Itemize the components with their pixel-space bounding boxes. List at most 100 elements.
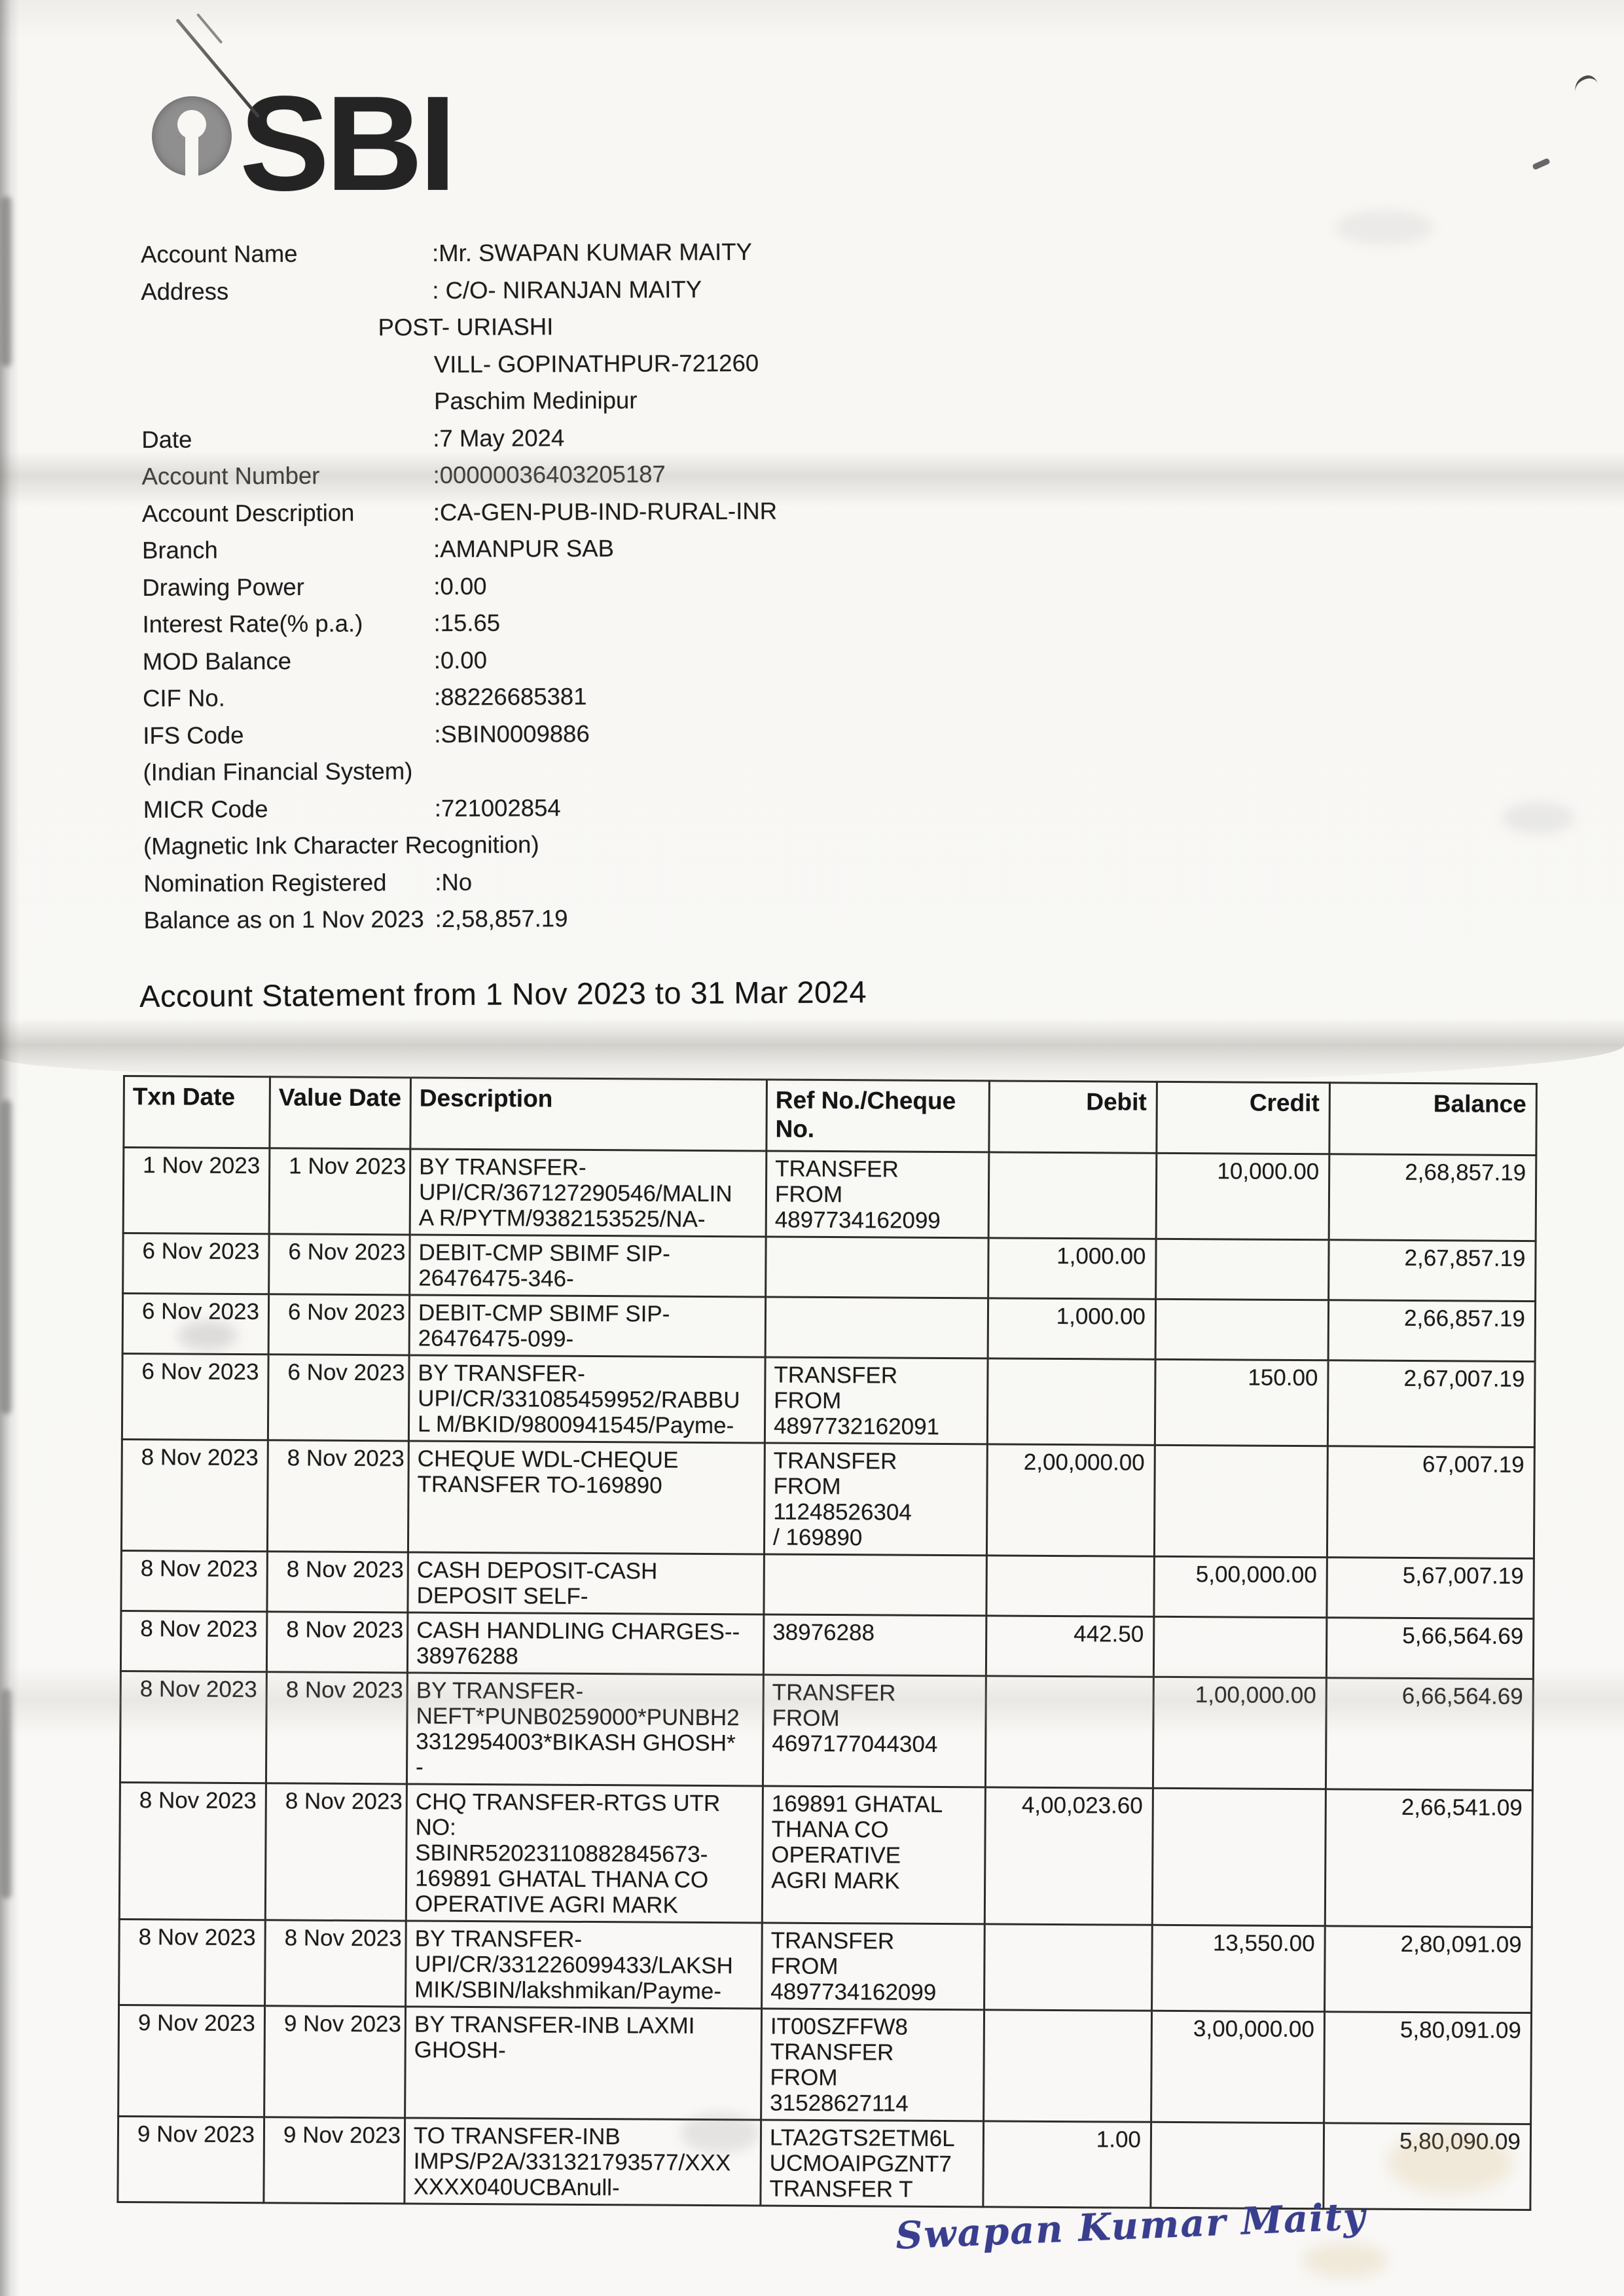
- cell-description: BY TRANSFER- UPI/CR/331085459952/RABBU L…: [408, 1355, 766, 1443]
- cell-value_date: 8 Nov 2023: [264, 1920, 406, 2007]
- cell-value_date: 1 Nov 2023: [269, 1148, 410, 1235]
- sbi-logo-text: SBI: [240, 68, 456, 219]
- cell-credit: 150.00: [1155, 1359, 1329, 1446]
- cell-credit: 5,00,000.00: [1153, 1556, 1327, 1618]
- cell-ref: TRANSFER FROM 4897734162099: [761, 1922, 985, 2010]
- info-value: :2,58,857.19: [435, 905, 568, 933]
- cell-txn_date: 6 Nov 2023: [122, 1293, 269, 1355]
- cell-debit: [987, 1358, 1156, 1446]
- cell-balance: 6,66,564.69: [1326, 1677, 1534, 1791]
- account-info-row: Interest Rate(% p.a.):15.65: [142, 606, 1255, 648]
- cell-ref: IT00SZFFW8 TRANSFER FROM 31528627114: [761, 2008, 984, 2121]
- column-header-description: Description: [410, 1077, 767, 1151]
- transaction-row: 8 Nov 2023 8 Nov 2023 CHQ TRANSFER-RTGS UT…: [119, 1782, 1533, 1927]
- cell-credit: 10,000.00: [1156, 1153, 1329, 1240]
- info-label: IFS Code: [143, 721, 244, 749]
- cell-debit: 442.50: [986, 1615, 1154, 1677]
- ink-mark: [1572, 73, 1599, 93]
- cell-ref: [763, 1554, 987, 1616]
- column-header-debit: Debit: [988, 1080, 1157, 1154]
- account-info-row: Date:7 May 2024: [141, 421, 1254, 463]
- info-label: Account Name: [141, 240, 298, 268]
- cell-value_date: 6 Nov 2023: [268, 1233, 410, 1295]
- transaction-row: 8 Nov 2023 8 Nov 2023 BY TRANSFER- NEFT*PU…: [120, 1671, 1534, 1791]
- cell-ref: 169891 GHATAL THANA CO OPERATIVE AGRI MA…: [762, 1785, 986, 1924]
- info-label: CIF No.: [142, 684, 225, 712]
- cell-value_date: 8 Nov 2023: [265, 1783, 407, 1921]
- cell-ref: [765, 1296, 988, 1358]
- scanner-edge-blob: [1, 1100, 12, 1414]
- statement-title: Account Statement from 1 Nov 2023 to 31 …: [139, 974, 867, 1013]
- account-info-row: Nomination Registered:No: [143, 865, 1256, 907]
- column-header-value-date: Value Date: [269, 1076, 411, 1149]
- info-label: [141, 314, 378, 352]
- transactions-table-wrap: Txn Date Value Date Description Ref No./Che…: [117, 1075, 1538, 2211]
- account-info-row: VILL- GOPINATHPUR-721260: [141, 347, 1254, 389]
- paper-crease: [0, 1019, 1624, 1084]
- cell-credit: [1153, 1616, 1327, 1678]
- cell-value_date: 8 Nov 2023: [266, 1671, 408, 1784]
- cell-ref: 38976288: [763, 1614, 986, 1676]
- cell-debit: [985, 1675, 1154, 1789]
- table-header-row: Txn Date Value Date Description Ref No./Che…: [123, 1076, 1537, 1156]
- cell-description: CASH HANDLING CHARGES-- 38976288: [407, 1612, 764, 1675]
- info-label: Balance as on 1 Nov 2023: [143, 905, 424, 934]
- cell-value_date: 9 Nov 2023: [263, 2117, 405, 2204]
- cell-debit: 1.00: [983, 2121, 1151, 2208]
- cell-balance: 2,67,857.19: [1328, 1239, 1536, 1302]
- cell-txn_date: 8 Nov 2023: [120, 1611, 267, 1672]
- account-info-row: MOD Balance:0.00: [143, 643, 1255, 685]
- cell-balance: 2,67,007.19: [1327, 1360, 1536, 1448]
- cell-description: BY TRANSFER- NEFT*PUNB0259000*PUNBH2 331…: [406, 1672, 764, 1786]
- cell-description: BY TRANSFER- UPI/CR/367127290546/MALIN A…: [410, 1148, 767, 1237]
- account-info-row: Balance as on 1 Nov 2023 :2,58,857.19: [143, 902, 1256, 944]
- cell-txn_date: 8 Nov 2023: [120, 1671, 267, 1783]
- cell-credit: [1150, 2122, 1324, 2209]
- info-value: :88226685381: [433, 683, 587, 711]
- cell-credit: 1,00,000.00: [1153, 1677, 1327, 1789]
- cell-txn_date: 8 Nov 2023: [118, 1919, 266, 2006]
- account-info-row: Account Name :Mr. SWAPAN KUMAR MAITY: [141, 236, 1254, 278]
- cell-debit: 4,00,023.60: [984, 1787, 1153, 1925]
- cell-balance: 5,80,091.09: [1324, 2011, 1532, 2124]
- account-info-row: Address: C/O- NIRANJAN MAITY: [141, 273, 1254, 315]
- cell-ref: TRANSFER FROM 11248526304 / 169890: [764, 1442, 988, 1556]
- cell-credit: [1155, 1299, 1329, 1360]
- cell-credit: 3,00,000.00: [1151, 2011, 1325, 2123]
- paper-stain: [1303, 2242, 1388, 2278]
- cell-credit: [1154, 1445, 1328, 1558]
- account-info: Account Name :Mr. SWAPAN KUMAR MAITY Addre…: [141, 236, 1257, 944]
- cell-txn_date: 8 Nov 2023: [121, 1439, 268, 1552]
- cell-debit: [984, 1923, 1153, 2011]
- cell-balance: 2,66,857.19: [1328, 1300, 1536, 1362]
- cell-ref: TRANSFER FROM 4697177044304: [763, 1674, 986, 1787]
- cell-balance: 67,007.19: [1327, 1446, 1535, 1559]
- cell-balance: 5,67,007.19: [1326, 1557, 1534, 1619]
- ink-mark: [1532, 157, 1551, 171]
- info-value: :Mr. SWAPAN KUMAR MAITY: [431, 238, 752, 267]
- cell-description: DEBIT-CMP SBIMF SIP- 26476475-346-: [409, 1234, 767, 1297]
- scanner-edge-shadow: [0, 0, 20, 2296]
- cell-balance: 2,66,541.09: [1325, 1789, 1533, 1927]
- scanner-edge-blob: [1, 196, 12, 367]
- cell-txn_date: 9 Nov 2023: [118, 2005, 265, 2117]
- info-value: :0.00: [433, 572, 487, 600]
- cell-txn_date: 8 Nov 2023: [120, 1550, 268, 1612]
- cell-value_date: 9 Nov 2023: [264, 2005, 406, 2118]
- cell-debit: [988, 1152, 1157, 1239]
- cell-description: CHEQUE WDL-CHEQUE TRANSFER TO-169890: [408, 1440, 765, 1554]
- info-label: (Magnetic Ink Character Recognition): [143, 831, 539, 860]
- scan-smudge: [1502, 802, 1574, 833]
- info-label: Account Number: [141, 462, 320, 490]
- transaction-row: 6 Nov 2023 6 Nov 2023 DEBIT-CMP SBIMF SIP-…: [122, 1233, 1536, 1302]
- account-info-row: CIF No. :88226685381: [143, 680, 1255, 722]
- info-label: [141, 388, 434, 426]
- info-value: :721002854: [434, 793, 561, 822]
- account-info-row: Account Description:CA-GEN-PUB-IND-RURAL…: [142, 495, 1255, 537]
- cell-value_date: 8 Nov 2023: [266, 1611, 408, 1673]
- transaction-row: 6 Nov 2023 6 Nov 2023 BY TRANSFER- UPI/CR/…: [122, 1353, 1536, 1448]
- account-info-row: (Magnetic Ink Character Recognition): [143, 828, 1256, 870]
- info-value: : C/O- NIRANJAN MAITY: [432, 275, 702, 304]
- cell-value_date: 8 Nov 2023: [267, 1440, 409, 1552]
